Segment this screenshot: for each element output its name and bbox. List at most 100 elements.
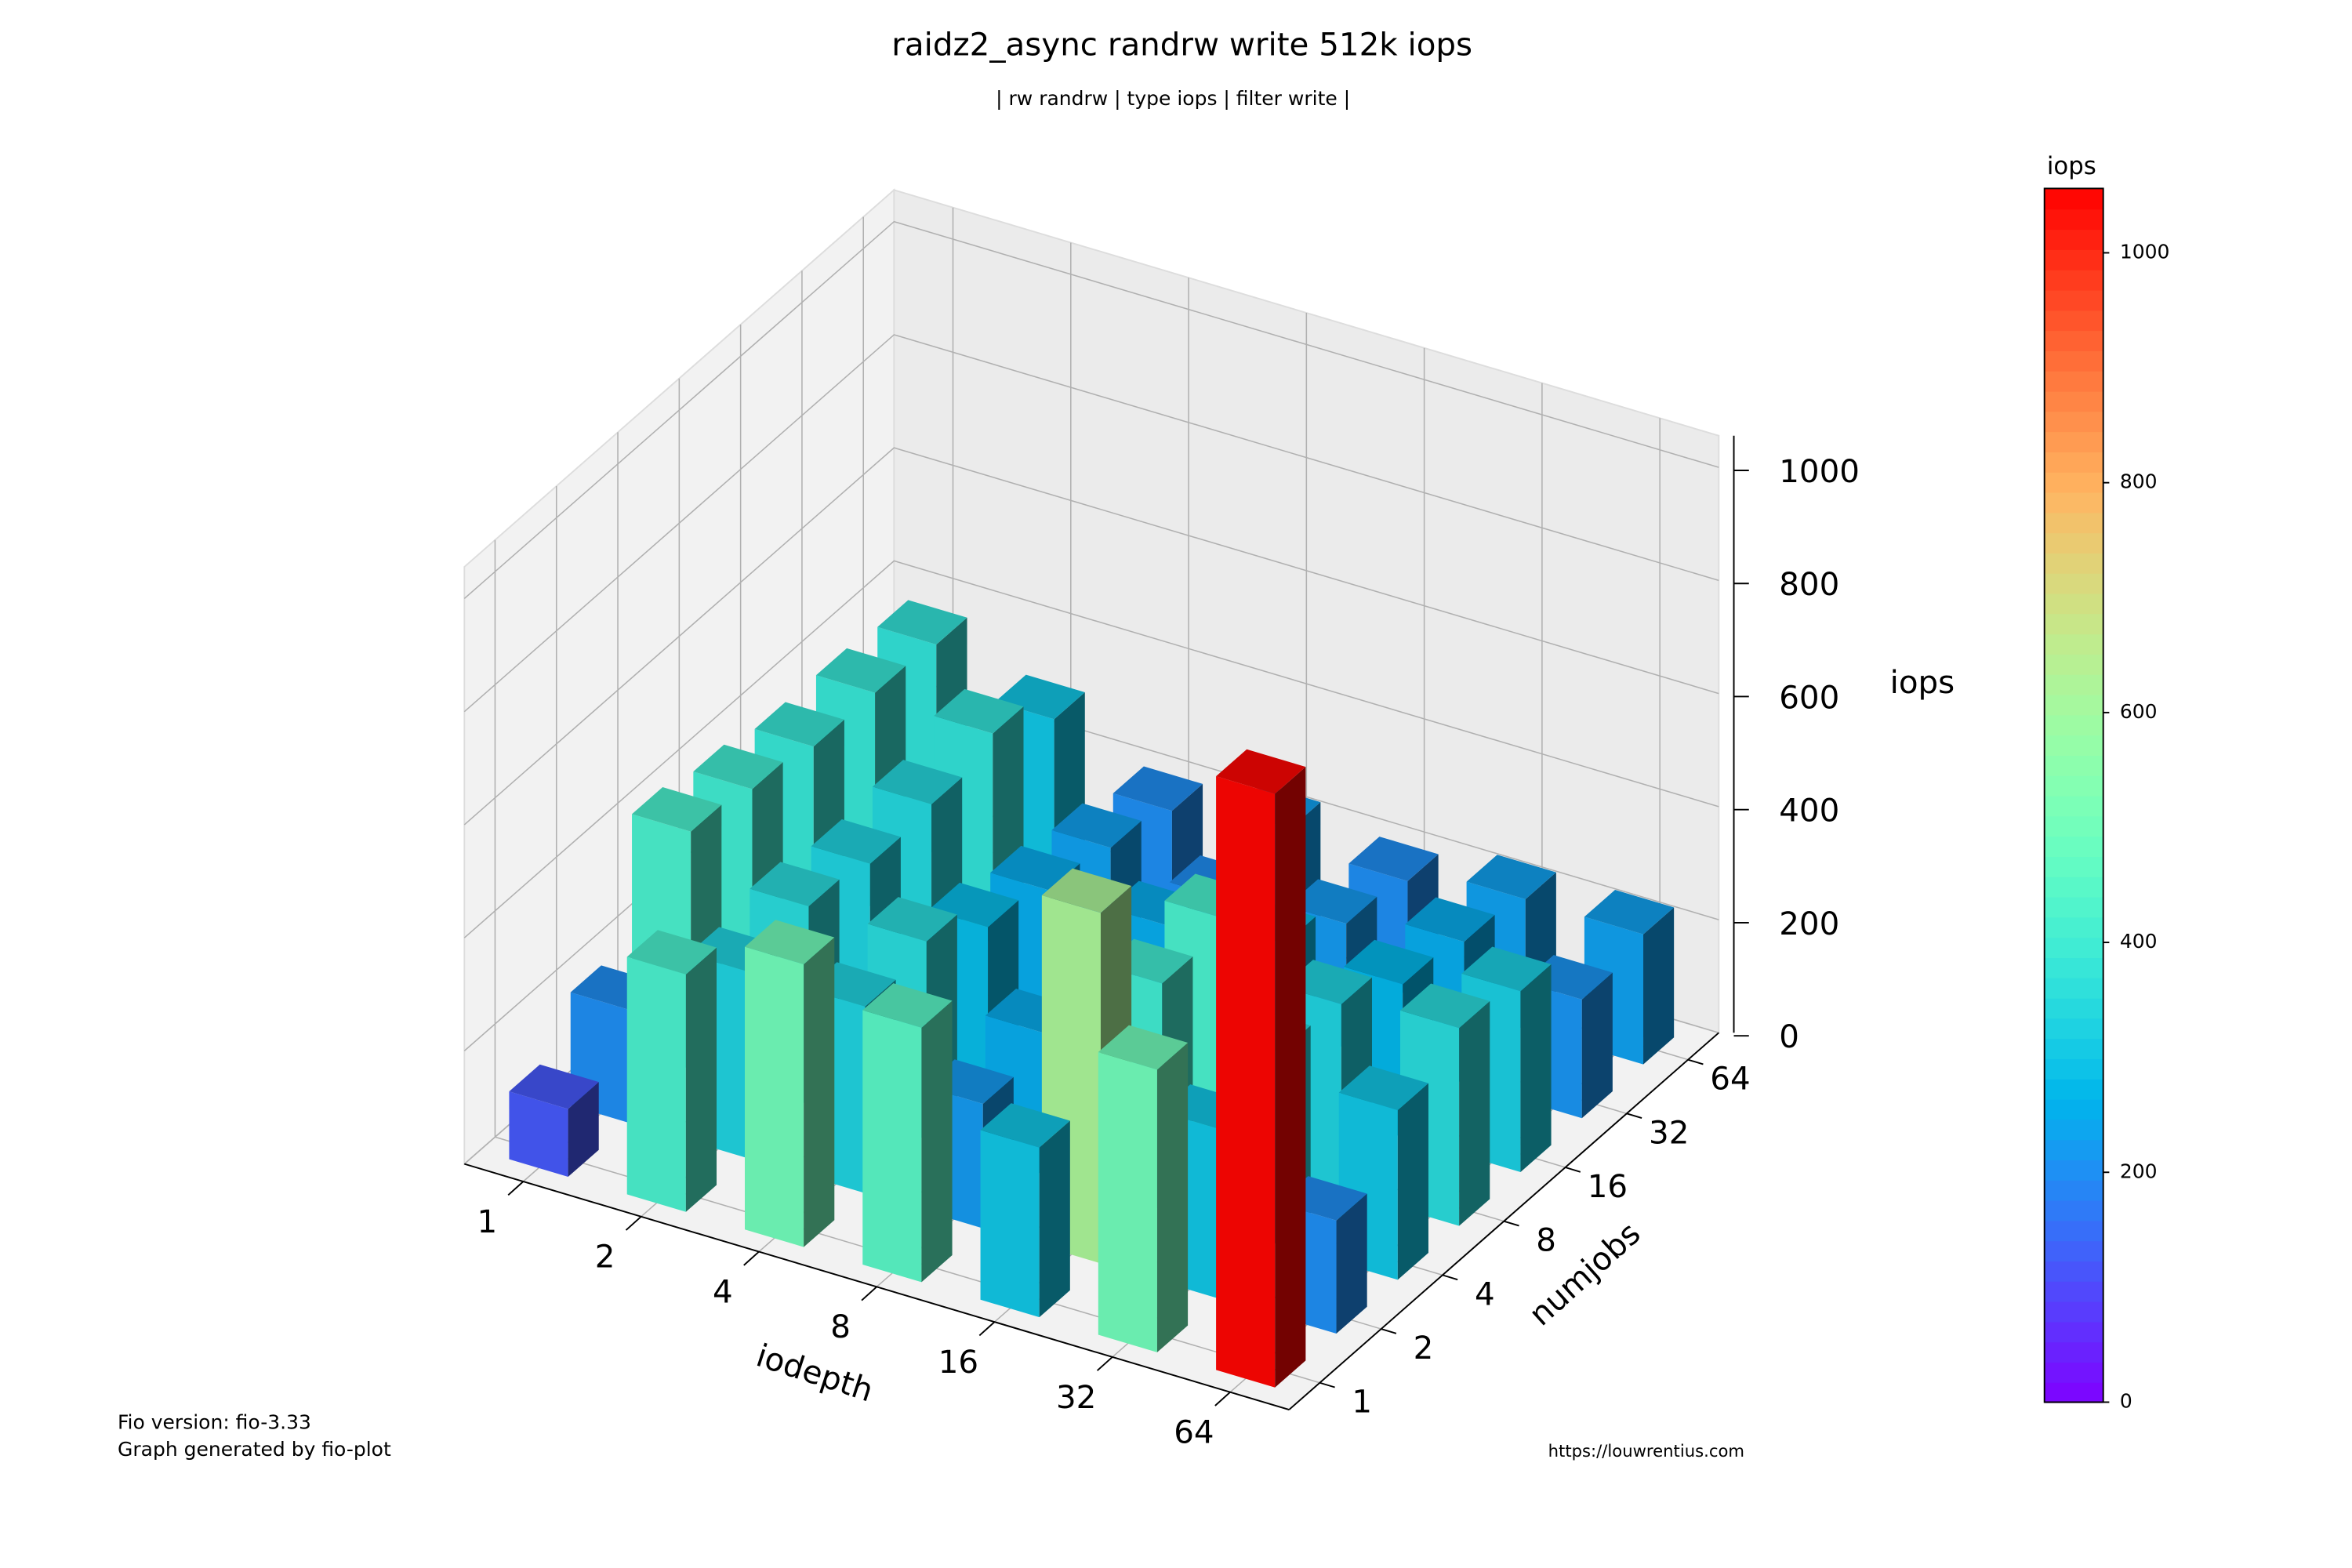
y-tick — [1565, 1167, 1581, 1173]
colorbar-step — [2044, 795, 2103, 817]
bar-front — [626, 956, 686, 1212]
bar-top — [745, 920, 835, 965]
bar-top — [1344, 939, 1434, 985]
y-tick — [1687, 1058, 1704, 1065]
colorbar-step — [2044, 512, 2103, 534]
bar-side — [1643, 907, 1675, 1065]
y-tick — [1626, 1112, 1642, 1120]
bar-top — [934, 688, 1024, 734]
bar — [509, 1064, 599, 1178]
colorbar-step — [2044, 1119, 2103, 1141]
y-tick — [1381, 1328, 1397, 1334]
bar-top — [877, 600, 967, 645]
colorbar-step — [2044, 390, 2103, 412]
colorbar-step — [2044, 1301, 2103, 1323]
colorbar-step — [2044, 249, 2103, 270]
z-tick-label: 600 — [1779, 679, 1839, 716]
colorbar-step — [2044, 1159, 2103, 1181]
colorbar-step — [2044, 714, 2103, 736]
x-tick-label: 8 — [830, 1308, 851, 1345]
colorbar-step — [2044, 876, 2103, 898]
bar-top — [1399, 983, 1490, 1029]
x-tick-label: 64 — [1174, 1414, 1214, 1451]
z-tick-label: 1000 — [1779, 453, 1860, 490]
bar-top — [1112, 766, 1203, 811]
colorbar-step — [2044, 269, 2103, 291]
colorbar-step — [2044, 916, 2103, 938]
grid-line — [463, 334, 1719, 713]
bar-top — [1041, 868, 1132, 913]
colorbar-step — [2044, 997, 2103, 1019]
colorbar-step — [2044, 775, 2103, 797]
colorbar-step — [2044, 1179, 2103, 1201]
z-tick-label: 400 — [1779, 793, 1839, 829]
x-tick-label: 32 — [1056, 1379, 1096, 1416]
bar-top — [750, 862, 840, 907]
x-tick — [861, 1286, 877, 1301]
colorbar-step — [2044, 673, 2103, 695]
colorbar-step — [2044, 451, 2103, 473]
bar-top — [693, 744, 783, 789]
colorbar-step — [2044, 694, 2103, 716]
colorbar-tick-label: 1000 — [2120, 240, 2170, 263]
bar-top — [1584, 890, 1675, 935]
bar — [980, 1103, 1070, 1318]
colorbar-step — [2044, 613, 2103, 635]
y-tick-label: 8 — [1536, 1222, 1556, 1259]
bar-top — [872, 760, 963, 804]
bar-side — [1581, 972, 1613, 1119]
bar — [626, 930, 717, 1212]
bar-side — [1156, 1043, 1189, 1352]
bar-side — [1397, 1083, 1428, 1280]
bar-top — [1338, 1065, 1428, 1111]
bar-top — [980, 1103, 1070, 1148]
colorbar-step — [2044, 1381, 2103, 1403]
y-axis — [1288, 1032, 1719, 1410]
colorbar-step — [2044, 1240, 2103, 1262]
bar-side — [1520, 964, 1552, 1172]
y-tick-label: 32 — [1649, 1114, 1689, 1151]
chart-subtitle: | rw randrw | type iops | filter write | — [996, 87, 1350, 110]
y-tick — [1503, 1220, 1519, 1227]
colorbar-step — [2044, 1200, 2103, 1221]
footer-text: Fio version: fio-3.33 — [118, 1410, 311, 1433]
x-tick-label: 4 — [713, 1273, 733, 1310]
bar-front — [1216, 776, 1276, 1388]
z-tick-label: 800 — [1779, 566, 1839, 603]
x-tick-label: 2 — [595, 1239, 615, 1276]
colorbar-step — [2044, 896, 2103, 918]
colorbar-step — [2044, 855, 2103, 877]
bar-top — [1466, 855, 1556, 899]
bar — [745, 920, 835, 1247]
colorbar-step — [2044, 310, 2103, 332]
bar-top — [1461, 946, 1552, 992]
colorbar-step — [2044, 370, 2103, 392]
colorbar-step — [2044, 552, 2103, 574]
colorbar-step — [2044, 1038, 2103, 1059]
colorbar-step — [2044, 1058, 2103, 1080]
colorbar-step — [2044, 572, 2103, 594]
colorbar-label: iops — [2047, 152, 2096, 180]
colorbar-step — [2044, 977, 2103, 999]
y-tick — [1319, 1381, 1335, 1388]
colorbar-step — [2044, 431, 2103, 452]
colorbar-step — [2044, 289, 2103, 311]
x-tick-label: 16 — [938, 1344, 978, 1381]
colorbar-step — [2044, 653, 2103, 675]
bar-side — [1039, 1120, 1070, 1318]
colorbar-step — [2044, 1220, 2103, 1242]
colorbar-tick-label: 600 — [2120, 700, 2158, 723]
footer-text: Graph generated by fio-plot — [118, 1438, 391, 1461]
bar — [1098, 1025, 1189, 1352]
colorbar-step — [2044, 1098, 2103, 1120]
bar — [1216, 749, 1306, 1388]
bar-top — [1051, 803, 1142, 848]
colorbar-step — [2044, 1139, 2103, 1160]
bar-front — [1098, 1051, 1157, 1352]
colorbar-step — [2044, 754, 2103, 776]
colorbar-step — [2044, 1321, 2103, 1343]
colorbar-step — [2044, 532, 2103, 554]
colorbar-frame — [2043, 187, 2104, 1403]
bar — [862, 983, 953, 1283]
z-tick-label: 200 — [1779, 906, 1839, 942]
